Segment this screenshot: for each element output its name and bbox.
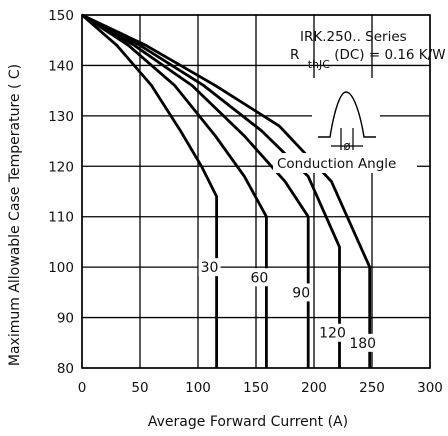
conduction-angle-label: Conduction Angle <box>277 156 396 172</box>
curve-label-90: 90 <box>292 285 310 301</box>
curve-label-bg <box>290 283 313 302</box>
curve-label-30: 30 <box>201 260 219 276</box>
x-tick-label: 250 <box>359 380 385 396</box>
x-tick-label: 300 <box>417 380 443 396</box>
curve-label-180: 180 <box>349 336 376 352</box>
curve-label-bg <box>198 258 221 277</box>
curve-120 <box>81 13 341 368</box>
y-tick-label: 150 <box>48 8 74 24</box>
phi-symbol: ø <box>343 139 350 153</box>
plot-frame <box>81 14 431 369</box>
curve-90 <box>81 13 310 368</box>
y-tick-label: 80 <box>57 361 74 377</box>
x-tick-label: 0 <box>78 380 87 396</box>
tick-labels: 0 50 100 150 200 250 300 80 90 100 110 120 130 140 150 <box>48 8 443 396</box>
rth-symbol: R <box>290 47 299 63</box>
curve-label-bg <box>248 268 271 287</box>
y-tick-label: 130 <box>48 109 74 125</box>
x-tick-label: 50 <box>131 380 148 396</box>
curve-label-bg <box>317 323 349 342</box>
curve-180 <box>81 13 372 368</box>
thermal-resistance-label: R thJC (DC) = 0.16 K/W <box>290 47 446 72</box>
x-axis-title: Average Forward Current (A) <box>148 414 348 430</box>
curve-60 <box>81 13 268 368</box>
x-tick-label: 200 <box>301 380 327 396</box>
series-title: IRK.250.. Series <box>300 29 407 45</box>
curve-label-bg <box>347 333 379 352</box>
grid-lines <box>81 14 431 369</box>
rth-value: (DC) = 0.16 K/W <box>334 47 445 63</box>
y-tick-label: 110 <box>48 210 74 226</box>
curve-label-60: 60 <box>251 270 269 286</box>
x-tick-label: 150 <box>243 380 269 396</box>
y-tick-label: 100 <box>48 260 74 276</box>
y-tick-label: 140 <box>48 58 74 74</box>
rth-subscript: thJC <box>308 58 331 71</box>
curve-30 <box>81 13 218 368</box>
y-tick-label: 120 <box>48 159 74 175</box>
curve-label-120: 120 <box>319 326 346 342</box>
x-tick-label: 100 <box>185 380 211 396</box>
y-axis-title: Maximum Allowable Case Temperature ( C) <box>7 64 23 366</box>
conduction-angle-icon: ø <box>312 78 380 156</box>
y-tick-label: 90 <box>57 311 74 327</box>
